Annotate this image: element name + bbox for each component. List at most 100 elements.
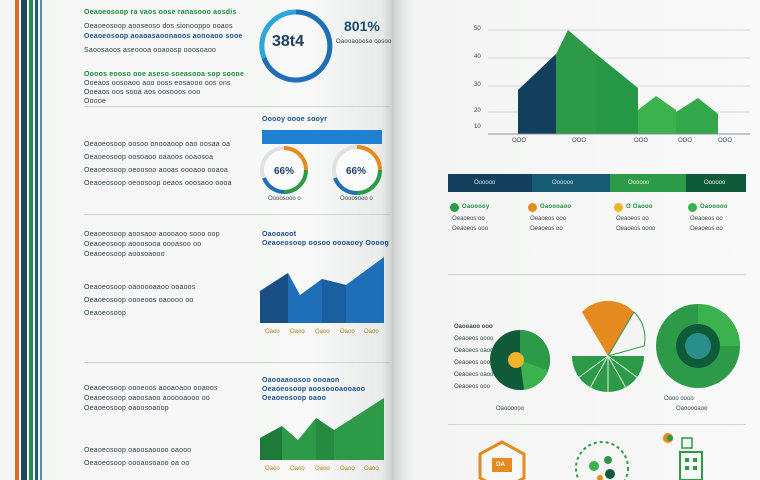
body-line: Oeaoeosoop oaoosaoooo oaooo — [84, 447, 192, 454]
legend-line: Oeaoeos oo — [452, 216, 485, 222]
band-teal — [532, 174, 610, 192]
band-label: Oooooo — [552, 180, 574, 186]
edge-stripe-teal — [35, 0, 38, 480]
pie-text: Oeaoeos ooo — [454, 384, 491, 390]
right-page: 50 40 30 20 10 OOO OOO OOO OOO OOO Ooooo… — [392, 0, 760, 480]
building-icon — [663, 433, 703, 480]
body-line: Oeaoeosoop oaoosaoo aooooaooo oo — [84, 395, 210, 402]
body-line: Oeaoeosoop oosoo onooaoop oao oosaa oa — [84, 141, 231, 148]
intro-line: Ooooe — [84, 98, 107, 105]
band-darkgreen — [686, 174, 746, 192]
divider — [84, 106, 390, 107]
y-tick: 40 — [474, 54, 481, 60]
pie-text: Oeaoeos ooo — [454, 360, 491, 366]
legend-line: Oeaoeos oooo — [616, 226, 656, 232]
x-label: OOO — [572, 138, 587, 144]
pie-caption: Oooo oooo — [664, 396, 694, 402]
body-line: Oeaoeosoop oooeoos aooaoaoo ooaoos — [84, 385, 218, 392]
chart2-subtitle2: Oeaoeosoop oaoo — [262, 395, 327, 402]
intro-line: Saoosaoos aseoooa ooaoosp ooosoaoo — [84, 47, 217, 54]
pie-chart-1 — [490, 330, 550, 390]
left-page: Oeaoeosoop ra vaos oose ranasooo aosdis … — [0, 0, 392, 480]
top-chart — [488, 29, 750, 135]
y-tick: 50 — [474, 26, 481, 32]
chart2-label: Oaoo — [364, 466, 379, 472]
y-tick: 10 — [474, 124, 481, 130]
pie-text: Oaooaoo ooo — [454, 324, 493, 330]
intro-line: Oeaoeosoop aooseoso dos sionooppo ooaos — [84, 23, 233, 30]
edge-stripe-navy — [21, 0, 27, 480]
legend-dot-lightgreen — [688, 203, 697, 212]
stat-value: 38t4 — [272, 33, 305, 50]
hexagon-label: OA — [496, 462, 505, 468]
divider — [84, 362, 390, 363]
hexagon-icon — [478, 440, 526, 480]
legend-line: Oeaoeos oo — [690, 216, 723, 222]
intro-line: Oooos eooso ooe aseso soeasooa sop soone — [84, 71, 245, 78]
chart1-area — [260, 257, 384, 323]
legend-title: Oaooooy — [462, 204, 490, 210]
intro-line: Ooeaos oos sooa aos oosooos ooo — [84, 89, 201, 96]
body-line: Oeaoeosoop oeoosoop oeaos ooosaoo oooa — [84, 180, 232, 187]
gauge-left — [260, 146, 308, 194]
band-label: Oooooo — [474, 180, 496, 186]
legend-dot-green — [450, 203, 459, 212]
stat-caption: Oaooaoooso oosooo — [336, 39, 392, 45]
legend-title: O Oaooo — [626, 204, 653, 210]
body-line: Oeaoeosoop aoosaoo aoooaoo sooo oop — [84, 231, 220, 238]
legend-line: Oeaoeos oo — [616, 216, 649, 222]
body-line: Oeaoeosoop oosoaoo oaaoos ooaosoa — [84, 154, 214, 161]
intro-line: Ooeaos oosoaoo aoo ooss eosaooo oos ons — [84, 80, 231, 87]
x-label: OOO — [634, 138, 649, 144]
chart1-label: Oaoo — [265, 329, 280, 335]
book-spine — [382, 0, 404, 480]
legend-line: Oeaoeos oo — [530, 226, 563, 232]
edge-stripe-slate — [40, 0, 42, 480]
pie-caption: Oaooooaoo — [676, 406, 708, 412]
gauge-right-value: 66% — [346, 166, 367, 177]
divider — [84, 214, 390, 215]
leaf-circle-icon — [575, 441, 629, 480]
stat-percent: 801% — [344, 18, 380, 34]
chart2-label: Oaoo — [315, 466, 330, 472]
divider — [448, 424, 746, 425]
pie-caption: Oaoooooo — [496, 406, 525, 412]
chart2-title: Oaooaaoosoo oooaon — [262, 377, 340, 384]
stat-ring — [259, 9, 333, 83]
body-line: Oeaoeosoop oaooooaaoo ooaoos — [84, 284, 196, 291]
x-label: OOO — [678, 138, 693, 144]
x-label: OOO — [718, 138, 733, 144]
gauge-right — [332, 145, 382, 196]
body-line: Oeaoeosoop oeoosoo aooas oooaoo ooaoa — [84, 167, 229, 174]
donut-chart — [656, 304, 740, 388]
edge-stripe-orange — [15, 0, 19, 480]
gauge-right-caption: Oooosooo o — [340, 196, 373, 202]
pie-text: Oeaoeos oooo — [454, 336, 494, 342]
chart1-title: Oaooaoot — [262, 231, 297, 238]
body-line: Oeaoeosoop oooeoos oaoooo oo — [84, 297, 194, 304]
body-line: Oeaoeosoop oooaosoaoo oa oo — [84, 460, 190, 467]
chart2-label: Oaoo — [265, 466, 280, 472]
band-label: Oooooo — [704, 180, 726, 186]
chart1-subtitle: Oeaoeosoop oosoo oooaooy Oooog — [262, 240, 389, 247]
chart2-area — [260, 398, 384, 460]
intro-line: Oeaoeosoop ra vaos oose ranasooo aosdis — [84, 9, 237, 16]
x-label: OOO — [512, 138, 527, 144]
chart2-label: Oaoo — [340, 466, 355, 472]
chart1-label: Oaoo — [315, 329, 330, 335]
gauge-left-value: 66% — [274, 166, 295, 177]
chart1-label: Oaoo — [364, 329, 379, 335]
y-tick: 30 — [474, 82, 481, 88]
chart1-label: Oaoo — [340, 329, 355, 335]
pie-text: Oeaoeos oaoo — [454, 348, 494, 354]
pie-chart-2 — [572, 300, 646, 392]
gauge-section-title: Ooooy oooe sooyr — [262, 116, 328, 123]
gauge-header-bar — [262, 130, 382, 144]
body-line: Oeaoeosoop aooosooa oooasoo oo — [84, 241, 202, 248]
y-tick: 20 — [474, 108, 481, 114]
legend-title: Oaoooaoo — [540, 204, 572, 210]
legend-title: Oaooooo — [700, 204, 728, 210]
legend-line: Oeaoeos oo — [690, 226, 723, 232]
band-navy — [448, 174, 532, 192]
chart1-label: Oaoo — [290, 329, 305, 335]
